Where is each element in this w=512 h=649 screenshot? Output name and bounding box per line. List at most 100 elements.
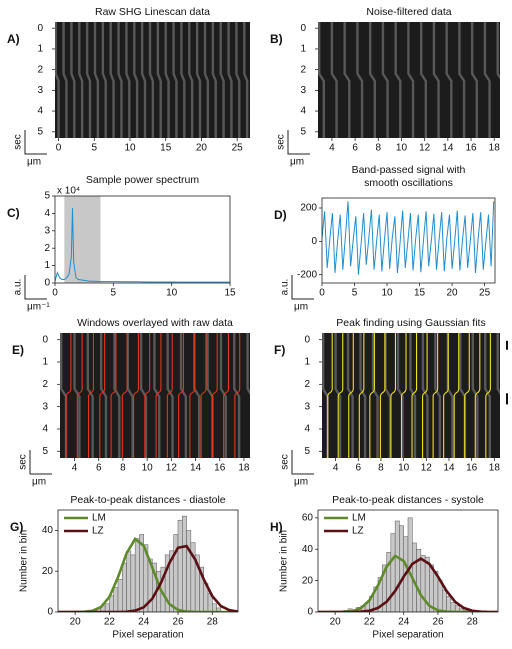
chart-title: Peak-to-peak distances - diastole bbox=[70, 494, 225, 506]
y-tick-label: 2 bbox=[44, 243, 50, 254]
image-stripe bbox=[99, 333, 108, 458]
trace bbox=[358, 333, 365, 458]
x-tick-label: 25 bbox=[232, 143, 244, 154]
y-tick-label: 3 bbox=[44, 225, 50, 236]
plot-area bbox=[55, 22, 250, 138]
histogram-bar bbox=[113, 587, 119, 612]
data-line bbox=[55, 208, 230, 283]
x-tick-label: 14 bbox=[190, 463, 202, 474]
image-stripe bbox=[125, 22, 131, 138]
image-stripe bbox=[55, 22, 60, 138]
trace bbox=[155, 333, 162, 458]
trace bbox=[379, 333, 386, 458]
x-tick-label: 10 bbox=[398, 463, 410, 474]
image-stripe bbox=[368, 22, 377, 138]
image-stripe bbox=[419, 22, 428, 138]
image-stripe bbox=[371, 333, 379, 458]
x-tick-label: 25 bbox=[479, 288, 491, 299]
image-stripe bbox=[133, 22, 139, 138]
image-stripe bbox=[394, 22, 402, 138]
trace bbox=[411, 333, 418, 458]
y-tick-label: 4 bbox=[304, 424, 310, 435]
image-stripe bbox=[211, 22, 217, 138]
plot-area bbox=[58, 515, 238, 612]
image-stripe bbox=[85, 22, 92, 138]
trace bbox=[223, 333, 230, 458]
legend-label: LM bbox=[92, 513, 106, 524]
y-tick-label: 5 bbox=[42, 446, 48, 457]
x-axis-label: μm bbox=[27, 157, 41, 168]
scale-bar bbox=[291, 450, 314, 475]
x-tick-label: 16 bbox=[465, 143, 477, 154]
data-line bbox=[322, 201, 495, 275]
x-tick-label: 20 bbox=[447, 288, 459, 299]
y-tick-label: 4 bbox=[42, 424, 48, 435]
plot-area bbox=[322, 201, 495, 275]
image-stripe bbox=[48, 333, 53, 458]
image-stripe bbox=[180, 22, 186, 138]
trace bbox=[121, 333, 128, 458]
trace bbox=[166, 333, 173, 458]
histogram-bar bbox=[173, 534, 179, 612]
trace bbox=[390, 333, 397, 458]
x-tick-label: 4 bbox=[72, 463, 78, 474]
trace bbox=[110, 333, 117, 458]
histogram-bar bbox=[177, 519, 183, 612]
trace bbox=[88, 333, 94, 458]
chart-title: Raw SHG Linescan data bbox=[95, 6, 210, 18]
x-tick-label: 8 bbox=[375, 143, 381, 154]
trace bbox=[485, 333, 491, 458]
histogram-bar bbox=[130, 554, 136, 612]
histogram-bar bbox=[117, 579, 123, 612]
x-axis-label: μm bbox=[294, 477, 308, 488]
trace bbox=[234, 333, 241, 458]
x-tick-label: 15 bbox=[160, 143, 172, 154]
scale-bar bbox=[24, 130, 47, 155]
y-axis-label: a.u. bbox=[13, 279, 24, 296]
x-tick-label: 20 bbox=[196, 143, 208, 154]
x-tick-label: 20 bbox=[330, 617, 342, 628]
y-tick-label: 4 bbox=[300, 106, 306, 117]
image-stripe bbox=[126, 333, 134, 458]
y-axis-label: Number in bin bbox=[19, 530, 30, 592]
scale-bar bbox=[24, 275, 47, 300]
image-stripe bbox=[261, 333, 266, 458]
x-tick-label: 26 bbox=[432, 617, 444, 628]
x-tick-label: 18 bbox=[489, 463, 501, 474]
image-stripe bbox=[219, 22, 225, 138]
image-stripe bbox=[101, 22, 107, 138]
image-stripe bbox=[78, 22, 84, 138]
image-stripe bbox=[117, 22, 123, 138]
x-tick-label: 15 bbox=[414, 288, 426, 299]
trace bbox=[432, 333, 439, 458]
image-stripe bbox=[219, 333, 227, 458]
legend-label: LZ bbox=[92, 526, 104, 537]
y-tick-label: 0 bbox=[307, 607, 313, 618]
y-tick-label: 1 bbox=[44, 260, 50, 271]
histogram-bar bbox=[442, 589, 447, 612]
x-tick-label: 14 bbox=[443, 463, 455, 474]
x-tick-label: 4 bbox=[329, 143, 335, 154]
image-stripe bbox=[148, 22, 155, 138]
y-tick-label: 3 bbox=[37, 85, 43, 96]
trace bbox=[348, 333, 354, 458]
x-axis-label: μm bbox=[290, 157, 304, 168]
image-stripe bbox=[384, 333, 392, 458]
x-axis-label: μm bbox=[32, 477, 46, 488]
y-tick-label: 40 bbox=[42, 525, 54, 536]
trace bbox=[65, 333, 72, 458]
legend-label: LZ bbox=[352, 526, 364, 537]
image-stripe bbox=[330, 22, 338, 138]
x-tick-label: 12 bbox=[166, 463, 178, 474]
y-tick-label: 3 bbox=[300, 85, 306, 96]
y-tick-label: 1 bbox=[304, 357, 310, 368]
plot-area bbox=[48, 333, 266, 458]
x-tick-label: 18 bbox=[489, 143, 501, 154]
y-tick-label: 5 bbox=[37, 126, 43, 137]
y-tick-label: 1 bbox=[42, 357, 48, 368]
y-tick-label: -200 bbox=[297, 269, 317, 280]
panel-label: B) bbox=[270, 32, 283, 46]
trace bbox=[144, 333, 151, 458]
x-tick-label: 16 bbox=[214, 463, 226, 474]
image-stripe bbox=[243, 22, 249, 138]
